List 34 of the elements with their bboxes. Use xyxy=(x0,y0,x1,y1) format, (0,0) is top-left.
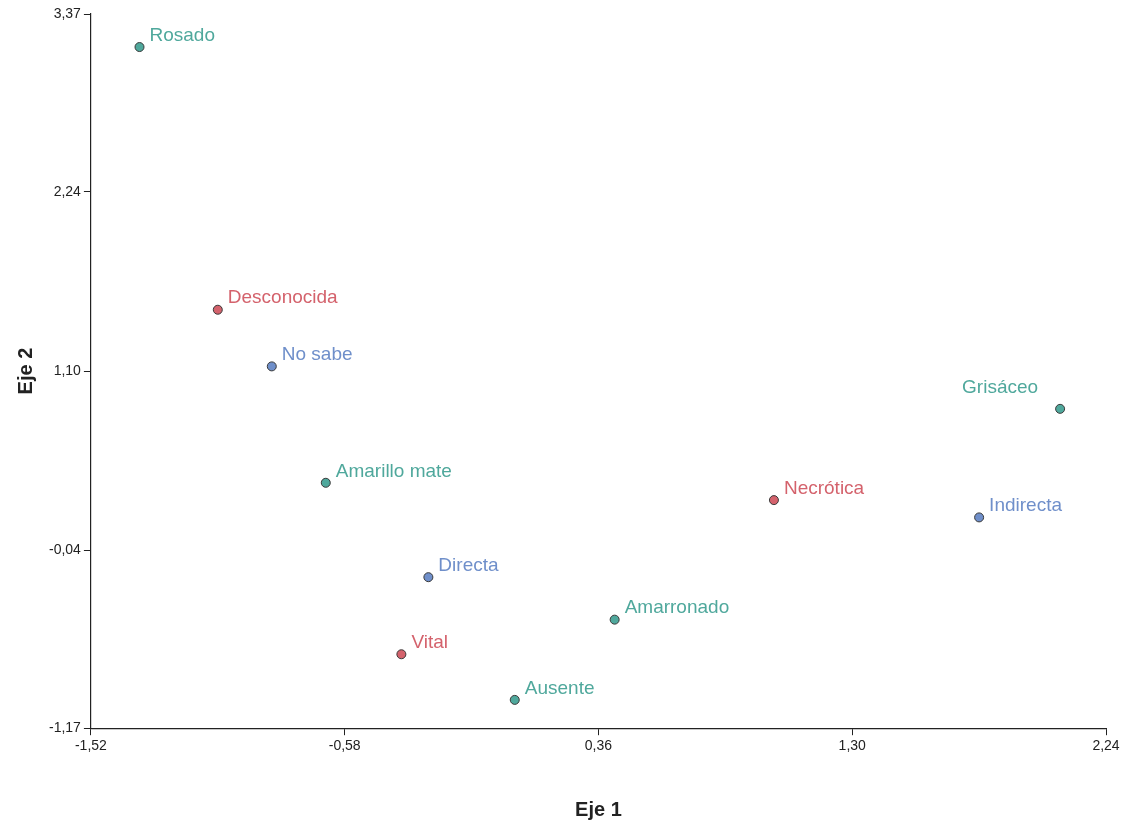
point xyxy=(320,477,331,488)
point xyxy=(1055,403,1066,414)
point xyxy=(609,614,620,625)
series-label: Grisáceo xyxy=(962,375,1039,397)
x-tick-label: -1,52 xyxy=(74,737,108,754)
point xyxy=(509,694,520,705)
x-tick-label: 1,30 xyxy=(838,737,867,754)
point xyxy=(396,649,407,660)
y-tick-label: 3,37 xyxy=(53,4,82,21)
series-label: Directa xyxy=(438,553,499,575)
series-label: Rosado xyxy=(149,23,215,45)
point xyxy=(974,512,985,523)
series-label: Amarronado xyxy=(624,596,730,618)
x-tick-label: 2,24 xyxy=(1092,737,1120,754)
x-tick-label: -0,58 xyxy=(328,737,361,754)
point xyxy=(423,572,434,583)
series-label: Necrótica xyxy=(783,476,865,498)
x-tick-label: 0,36 xyxy=(584,737,613,754)
series-label: No sabe xyxy=(281,343,353,365)
y-tick-label: 1,10 xyxy=(53,361,82,378)
y-tick-label: 2,24 xyxy=(53,182,82,199)
series-label: Ausente xyxy=(524,676,595,698)
x-axis-title: Eje 1 xyxy=(575,797,622,820)
series-label: Indirecta xyxy=(989,494,1063,516)
point xyxy=(134,42,145,53)
series-label: Desconocida xyxy=(227,286,339,308)
point xyxy=(212,304,223,315)
y-axis-title: Eje 2 xyxy=(13,347,36,395)
series-label: Amarillo mate xyxy=(335,459,452,481)
series-label: Vital xyxy=(411,631,448,652)
point xyxy=(768,495,779,506)
y-tick-label: -1,17 xyxy=(48,719,82,736)
y-tick-label: -0,04 xyxy=(48,541,82,558)
point xyxy=(266,361,277,372)
